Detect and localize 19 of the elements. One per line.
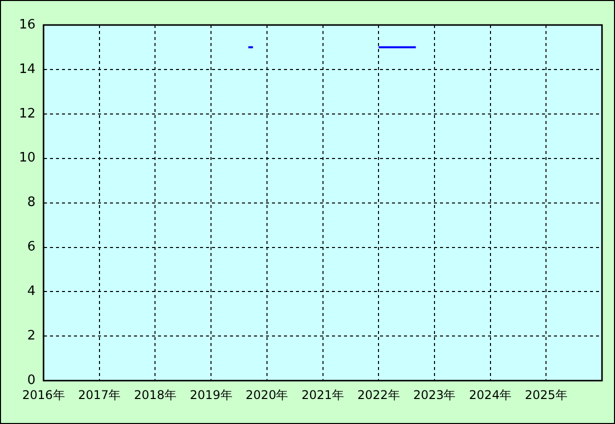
y-tick-label: 0 (27, 372, 36, 388)
y-tick-label: 10 (18, 150, 36, 166)
x-tick-label: 2016年 (22, 388, 65, 402)
y-tick-label: 4 (27, 284, 36, 300)
y-tick-label: 16 (18, 17, 36, 32)
y-tick-label: 2 (27, 328, 36, 344)
y-tick-label: 6 (27, 240, 36, 255)
x-tick-label: 2022年 (357, 388, 400, 402)
x-tick-label: 2020年 (246, 388, 288, 402)
y-tick-label: 8 (27, 195, 36, 210)
x-tick-label: 2024年 (469, 388, 512, 402)
x-tick-label: 2019年 (190, 388, 232, 402)
x-tick-label: 2017年 (78, 388, 121, 402)
y-tick-label: 14 (18, 62, 36, 77)
x-tick-label: 2023年 (413, 388, 456, 402)
x-tick-label: 2018年 (134, 388, 177, 402)
x-tick-label: 2021年 (302, 388, 344, 402)
y-tick-label: 12 (18, 106, 36, 122)
x-tick-label: 2025年 (524, 388, 568, 402)
